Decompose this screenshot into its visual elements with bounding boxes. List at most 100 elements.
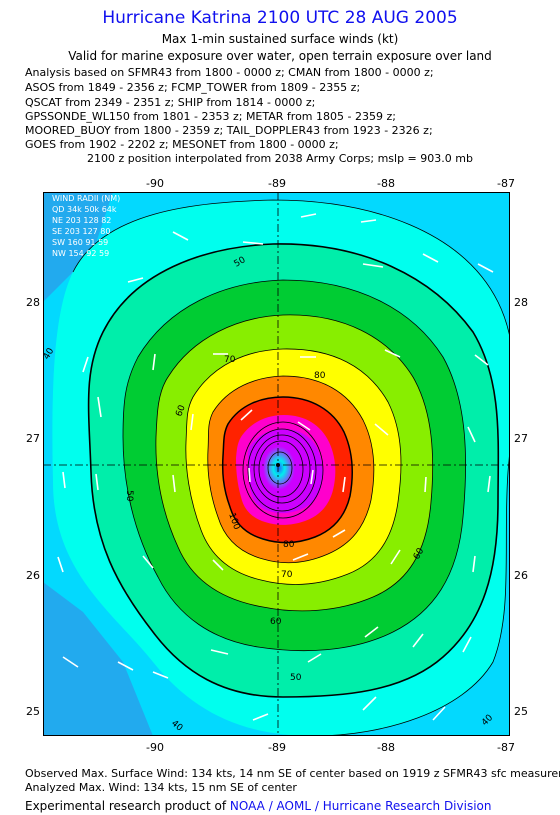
- wind-arrow: [297, 421, 311, 431]
- map-border: [43, 192, 510, 736]
- wind-arrow: [152, 353, 156, 371]
- wind-arrow: [360, 219, 377, 223]
- wind-arrow: [82, 356, 89, 373]
- analyzed-max-wind: Analyzed Max. Wind: 134 kts, 15 nm SE of…: [25, 781, 297, 794]
- contour-label: 80: [283, 540, 295, 550]
- legend-header: QD 34k 50k 64k: [52, 205, 117, 214]
- contour-70: [155, 314, 434, 612]
- contour-label: 60: [174, 404, 187, 418]
- wind-arrow: [127, 277, 144, 283]
- wind-arrow: [310, 469, 314, 485]
- lat-label: 27: [514, 432, 528, 445]
- wind-arrow: [300, 213, 317, 218]
- low-wind-corner: [43, 582, 153, 736]
- wind-arrow: [292, 553, 309, 561]
- wind-arrow: [152, 671, 169, 679]
- wind-arrow: [364, 626, 379, 638]
- wind-arrow: [472, 555, 476, 573]
- position-note: 2100 z position interpolated from 2038 A…: [87, 152, 473, 165]
- legend-row: SE 203 127 80: [52, 227, 111, 236]
- wind-arrow: [117, 661, 134, 671]
- analysis-line: MOORED_BUOY from 1800 - 2359 z; TAIL_DOP…: [25, 124, 433, 137]
- inner-contour: [267, 451, 293, 485]
- wind-arrow: [62, 471, 66, 489]
- lon-label: -88: [377, 741, 395, 754]
- contour-100: [221, 396, 353, 544]
- credit-line: Experimental research product of NOAA / …: [25, 799, 491, 813]
- wind-arrow: [422, 253, 439, 263]
- inner-contour: [247, 428, 317, 512]
- wind-arrow: [477, 263, 494, 273]
- wind-arrow: [307, 653, 322, 663]
- wind-arrow: [172, 231, 189, 241]
- wind-arrow: [332, 529, 346, 538]
- legend-row: NW 154 92 59: [52, 249, 110, 258]
- credit-prefix: Experimental research product of: [25, 799, 230, 813]
- lon-label: -90: [146, 177, 164, 190]
- credit-org-link[interactable]: NOAA / AOML / Hurricane Research Divisio…: [229, 799, 492, 813]
- contour-label: 60: [270, 617, 282, 627]
- wind-field-map: 40 50 60 70 80 100 50 60 70 80 50 60 40 …: [43, 192, 510, 736]
- wind-arrow: [210, 649, 229, 655]
- storm-center-icon: [276, 463, 280, 467]
- legend-row: SW 160 91 59: [52, 238, 109, 247]
- lat-label: 25: [26, 705, 40, 718]
- contour-label: 50: [124, 490, 134, 502]
- wind-arrow: [374, 423, 389, 436]
- lon-label: -87: [497, 741, 515, 754]
- wind-vectors: [57, 213, 494, 721]
- wind-arrow: [412, 633, 424, 648]
- contour-label: 70: [224, 355, 236, 365]
- wind-arrow: [467, 426, 476, 443]
- wind-arrow: [172, 474, 176, 493]
- inner-contour: [258, 440, 304, 498]
- lon-label: -89: [268, 177, 286, 190]
- wind-arrow: [212, 559, 224, 571]
- contour-50: [87, 243, 500, 698]
- wind-arrow: [142, 555, 154, 569]
- analysis-line: GPSSONDE_WL150 from 1801 - 2353 z; METAR…: [25, 110, 396, 123]
- inner-contour: [253, 434, 311, 504]
- wind-field-svg: 40 50 60 70 80 100 50 60 70 80 50 60 40 …: [43, 192, 510, 736]
- wind-arrow: [432, 706, 446, 721]
- analysis-line: GOES from 1902 - 2202 z; MESONET from 18…: [25, 138, 339, 151]
- wind-arrow: [240, 409, 253, 421]
- wind-arrow: [190, 413, 194, 431]
- contour-lines: [72, 199, 510, 736]
- wind-arrow: [362, 696, 377, 711]
- wind-arrow: [390, 549, 401, 565]
- wind-arrow: [248, 467, 251, 483]
- wind-arrow: [242, 241, 264, 245]
- contour-label: 50: [290, 673, 302, 683]
- wind-arrow: [97, 396, 102, 418]
- legend-row: NE 203 128 82: [52, 216, 112, 225]
- contour-60: [122, 279, 467, 652]
- lat-label: 25: [514, 705, 528, 718]
- wind-radii-legend: WIND RADII (NM) QD 34k 50k 64k NE 203 12…: [52, 193, 120, 259]
- analysis-line: ASOS from 1849 - 2356 z; FCMP_TOWER from…: [25, 81, 361, 94]
- wind-arrow: [362, 263, 384, 268]
- wind-arrow: [62, 656, 79, 668]
- lon-label: -90: [146, 741, 164, 754]
- contour-value-labels: 40 50 60 70 80 100 50 60 70 80 50 60 40 …: [43, 255, 495, 734]
- wind-arrow: [474, 354, 489, 366]
- contour-40: [72, 199, 510, 736]
- contour-label: 80: [314, 371, 326, 381]
- inner-contour: [242, 421, 324, 519]
- map-subtitle: Max 1-min sustained surface winds (kt): [161, 32, 399, 46]
- lat-label: 28: [26, 296, 40, 309]
- lat-label: 27: [26, 432, 40, 445]
- lon-label: -87: [497, 177, 515, 190]
- lat-label: 28: [514, 296, 528, 309]
- observed-max-wind: Observed Max. Surface Wind: 134 kts, 14 …: [25, 767, 560, 780]
- lat-label: 26: [514, 569, 528, 582]
- lat-label: 26: [26, 569, 40, 582]
- lon-label: -88: [377, 177, 395, 190]
- wind-arrow: [252, 713, 269, 721]
- analysis-line: Analysis based on SFMR43 from 1800 - 000…: [25, 66, 434, 79]
- contour-80: [185, 348, 402, 585]
- analysis-line: QSCAT from 2349 - 2351 z; SHIP from 1814…: [25, 96, 316, 109]
- wind-arrow: [424, 476, 427, 493]
- exposure-note: Valid for marine exposure over water, op…: [68, 49, 492, 63]
- legend-title: WIND RADII (NM): [52, 194, 121, 203]
